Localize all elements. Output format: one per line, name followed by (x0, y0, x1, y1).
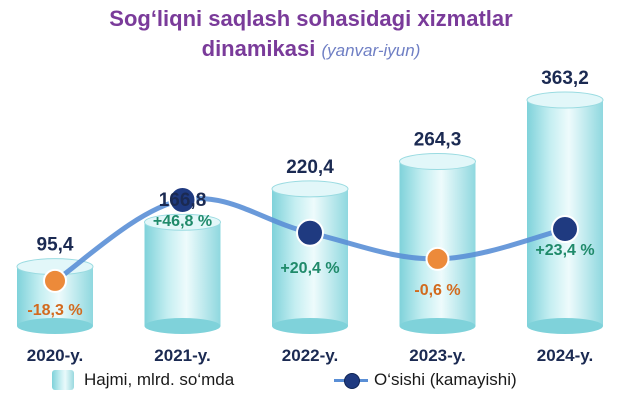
chart-title-dinamikasi: dinamikasi (201, 36, 316, 61)
growth-point-2021-y. (168, 185, 197, 214)
legend-volume-label: Hajmi, mlrd. so‘mda (84, 370, 235, 389)
chart-subtitle: (yanvar-iyun) (321, 41, 421, 60)
growth-value-label: -0,6 % (414, 282, 460, 299)
category-label: 2021-y. (154, 346, 210, 365)
bar-value-label: 166,8 (159, 190, 207, 211)
bar-value-label: 264,3 (414, 130, 462, 151)
data-labels: 95,4 166,8 220,4 264,3 363,2 -18,3 % +46,8 % +2… (27, 68, 594, 319)
growth-value-label: -18,3 % (27, 302, 82, 319)
bar-base (527, 318, 603, 334)
chart-title: Sog‘liqni saqlash sohasidagi xizmatlar d… (0, 4, 622, 66)
legend-volume: Hajmi, mlrd. so‘mda (52, 368, 234, 392)
bar-base (272, 318, 348, 334)
bar-2022-y. (271, 180, 349, 334)
growth-value-label: +23,4 % (535, 242, 594, 259)
bar-base (399, 318, 476, 334)
category-label: 2024-y. (537, 346, 593, 365)
chart-title-line2: dinamikasi (yanvar-iyun) (0, 34, 622, 66)
bar-2021-y. (144, 213, 221, 334)
bar-body (272, 188, 348, 326)
category-label: 2020-y. (27, 346, 83, 365)
growth-point-2022-y. (296, 218, 324, 247)
growth-value-label: +46,8 % (153, 213, 212, 230)
bar-body (527, 100, 603, 326)
bar-value-label: 363,2 (541, 68, 589, 89)
growth-line-series (43, 185, 579, 293)
cylinder-swatch-icon (52, 370, 74, 390)
growth-value-label: +20,4 % (280, 260, 339, 277)
chart-title-line1: Sog‘liqni saqlash sohasidagi xizmatlar (109, 6, 513, 31)
bar-body (399, 161, 476, 326)
bar-base (17, 318, 93, 334)
growth-point-2020-y. (43, 268, 67, 293)
legend-growth: O‘sishi (kamayishi) (334, 368, 517, 392)
bar-body (144, 222, 221, 326)
bar-2023-y. (399, 153, 476, 334)
bar-top (526, 91, 604, 109)
category-label: 2022-y. (282, 346, 338, 365)
growth-point-2023-y. (425, 246, 450, 271)
bar-2024-y. (526, 91, 604, 334)
bar-value-label: 220,4 (286, 157, 334, 178)
bar-base (144, 318, 221, 334)
bar-top (144, 213, 221, 231)
growth-point-2024-y. (551, 215, 579, 244)
category-axis: 2020-y. 2021-y. 2022-y. 2023-y. 2024-y. (27, 346, 593, 365)
bar-top (399, 153, 476, 171)
bar-series (16, 91, 604, 334)
line-marker-icon (334, 372, 368, 389)
bar-top (271, 180, 349, 198)
category-label: 2023-y. (409, 346, 465, 365)
bar-value-label: 95,4 (37, 235, 74, 256)
legend-growth-label: O‘sishi (kamayishi) (374, 370, 517, 389)
